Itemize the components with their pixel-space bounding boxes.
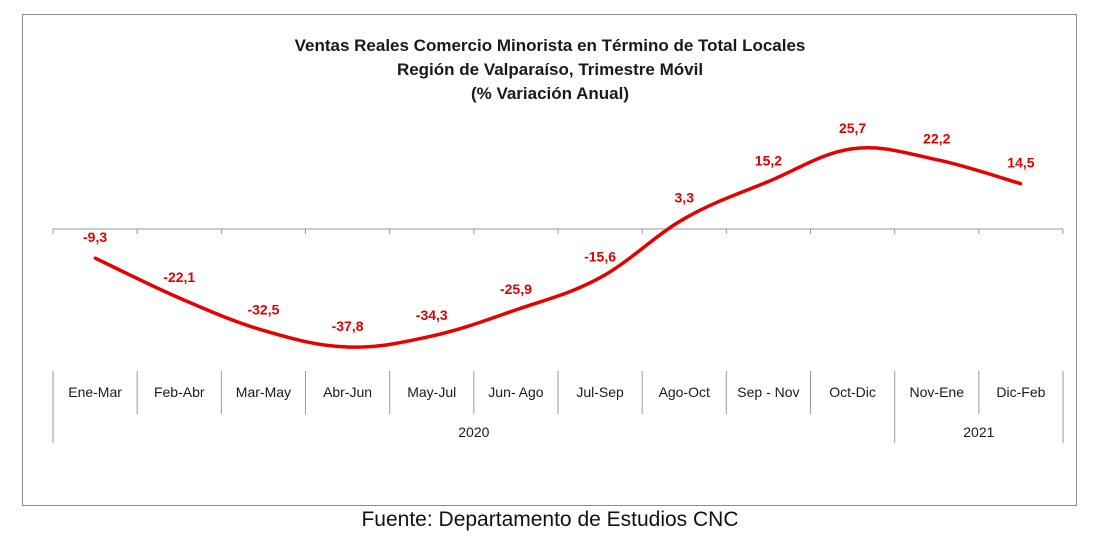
data-point <box>1019 182 1023 186</box>
x-tick-label: Dic-Feb <box>996 384 1045 400</box>
chart-title-line: Región de Valparaíso, Trimestre Móvil <box>397 60 703 79</box>
data-point <box>598 276 602 280</box>
chart-title-line: Ventas Reales Comercio Minorista en Térm… <box>295 36 806 55</box>
data-label: -9,3 <box>83 229 107 245</box>
x-group-label: 2021 <box>963 424 994 440</box>
x-tick-label: Abr-Jun <box>323 384 372 400</box>
data-label: 14,5 <box>1007 155 1034 171</box>
x-tick-label: Feb-Abr <box>154 384 205 400</box>
data-point <box>430 334 434 338</box>
data-point <box>93 256 97 260</box>
chart: Ventas Reales Comercio Minorista en Térm… <box>52 36 1064 443</box>
x-tick-label: Jun- Ago <box>488 384 543 400</box>
data-label: -22,1 <box>163 269 195 285</box>
x-tick-label: Nov-Ene <box>910 384 965 400</box>
x-tick-label: Mar-May <box>236 384 291 400</box>
x-group-label: 2020 <box>458 424 489 440</box>
data-label: -15,6 <box>584 249 616 265</box>
data-point <box>766 180 770 184</box>
data-point <box>851 147 855 151</box>
data-label: 3,3 <box>675 190 695 206</box>
data-label: -34,3 <box>416 307 448 323</box>
data-point <box>514 308 518 312</box>
data-point <box>935 158 939 162</box>
data-label: -25,9 <box>500 281 532 297</box>
x-tick-label: Sep - Nov <box>737 384 799 400</box>
data-point <box>177 296 181 300</box>
chart-title-line: (% Variación Anual) <box>471 84 629 103</box>
data-point <box>346 345 350 349</box>
x-tick-label: Oct-Dic <box>829 384 876 400</box>
chart-frame: Ventas Reales Comercio Minorista en Térm… <box>22 14 1077 506</box>
data-label: 25,7 <box>839 120 866 136</box>
x-tick-label: Ene-Mar <box>68 384 122 400</box>
data-label: -37,8 <box>332 318 364 334</box>
x-tick-label: Ago-Oct <box>659 384 710 400</box>
x-tick-label: Jul-Sep <box>576 384 624 400</box>
data-point <box>682 217 686 221</box>
data-label: -32,5 <box>247 301 279 317</box>
series-line <box>94 146 1022 349</box>
x-tick-label: May-Jul <box>407 384 456 400</box>
data-label: 15,2 <box>755 153 782 169</box>
source-note: Fuente: Departamento de Estudios CNC <box>361 508 739 531</box>
data-point <box>261 328 265 332</box>
data-label: 22,2 <box>923 131 950 147</box>
